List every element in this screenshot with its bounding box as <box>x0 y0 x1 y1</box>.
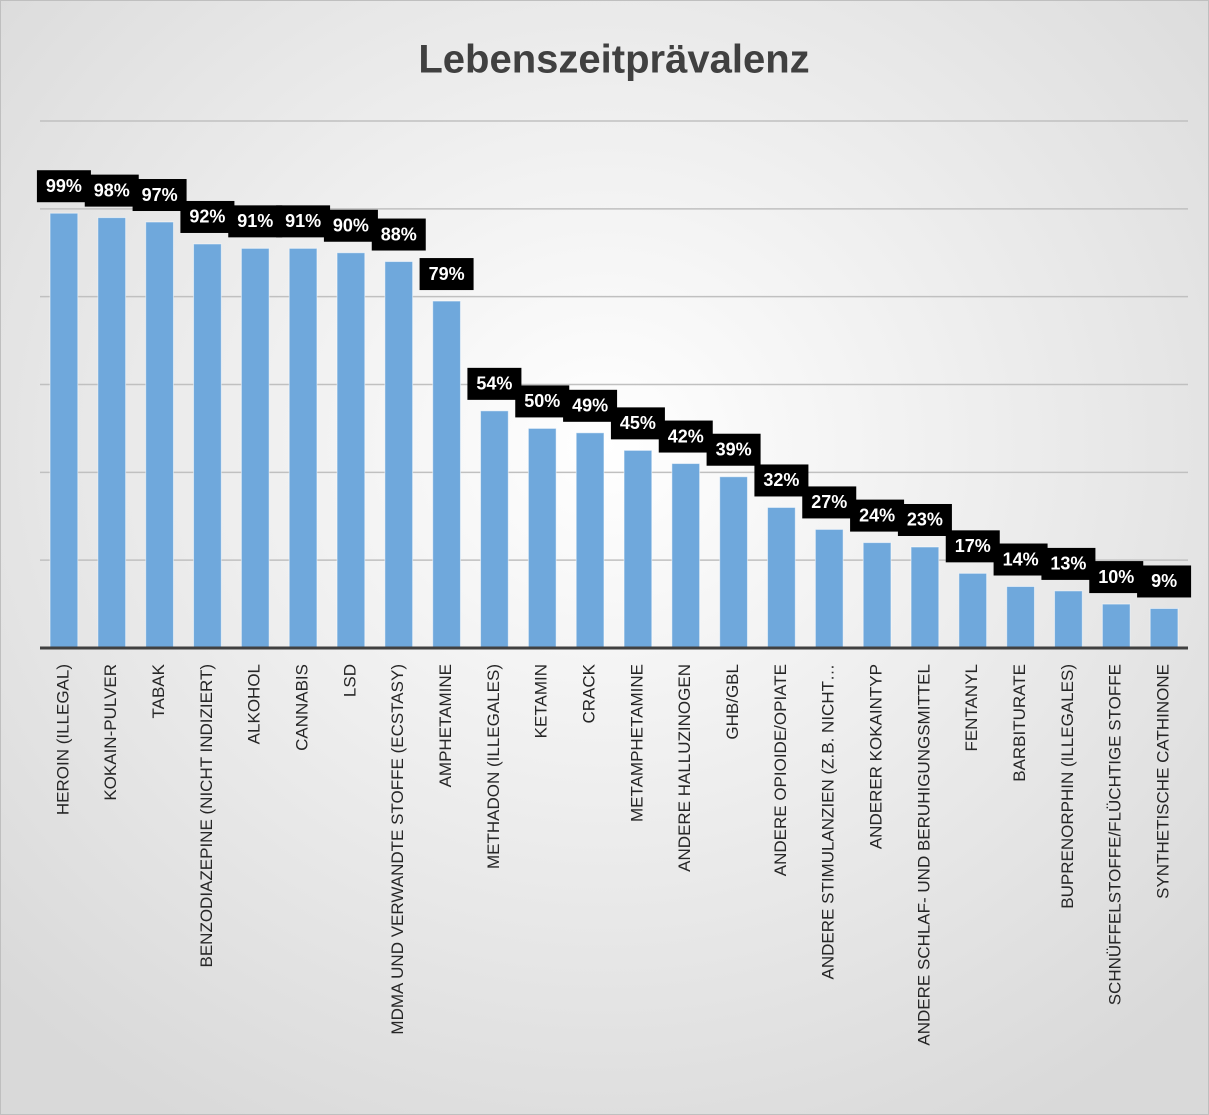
value-label: 24% <box>859 505 895 525</box>
bar <box>719 476 748 649</box>
value-label-box <box>323 209 378 242</box>
value-label: 10% <box>1098 567 1134 587</box>
value-label-box <box>228 205 283 238</box>
value-label-box <box>1089 561 1144 594</box>
value-label-box <box>467 367 522 400</box>
value-label: 97% <box>142 185 178 205</box>
value-label-box <box>180 200 235 233</box>
bar <box>814 528 844 649</box>
bar <box>193 243 222 649</box>
x-tick-label: MDMA UND VERWANDTE STOFFE (ECSTASY) <box>388 664 407 1035</box>
bar <box>97 217 127 649</box>
bar <box>1006 586 1035 649</box>
x-tick-label: METAMPHETAMINE <box>627 664 646 822</box>
value-label-box <box>36 170 91 203</box>
value-label: 90% <box>333 216 369 236</box>
bar <box>384 261 414 649</box>
x-tick-label: LSD <box>340 664 359 697</box>
x-tick-label: FENTANYL <box>962 664 981 752</box>
x-tick-label: ANDERER KOKAINTYP <box>867 664 886 849</box>
bar <box>527 427 557 649</box>
x-tick-label: GHB/GBL <box>723 664 742 740</box>
x-tick-label: ANDERE OPIOIDE/OPIATE <box>771 664 790 876</box>
value-label: 92% <box>189 207 225 227</box>
bar <box>767 506 796 649</box>
bar <box>862 542 892 649</box>
x-tick-label: CRACK <box>580 663 599 723</box>
x-tick-label: ANDERE SCHLAF- UND BERUHIGUNGSMITTEL <box>914 664 933 1046</box>
value-label-box <box>1041 547 1096 580</box>
value-label: 23% <box>907 510 943 530</box>
value-label: 42% <box>668 426 704 446</box>
value-label: 98% <box>94 180 130 200</box>
bar <box>49 212 79 649</box>
value-label-box <box>132 179 187 212</box>
value-label-box <box>802 486 857 519</box>
value-label-box <box>515 385 570 418</box>
value-label-box <box>850 499 905 532</box>
value-label: 27% <box>811 492 847 512</box>
value-label-box <box>993 543 1048 576</box>
value-label: 99% <box>46 176 82 196</box>
x-tick-label: SYNTHETISCHE CATHINONE <box>1154 664 1173 899</box>
value-label-box <box>371 218 426 251</box>
value-label-box <box>658 420 713 453</box>
bar <box>575 432 605 649</box>
value-label-box <box>419 258 474 291</box>
value-label-box <box>610 407 665 440</box>
value-label: 32% <box>763 470 799 490</box>
value-label: 91% <box>237 211 273 231</box>
bar <box>1149 607 1179 649</box>
bar <box>480 410 509 649</box>
x-tick-label: BENZODIAZEPINE (NICHT INDIZIERT) <box>197 664 216 968</box>
bar <box>1101 603 1131 649</box>
x-tick-label: METHADON (ILLEGALES) <box>484 664 503 869</box>
bar <box>910 546 940 649</box>
value-label: 79% <box>429 264 465 284</box>
value-label: 39% <box>716 439 752 459</box>
value-label: 13% <box>1050 554 1086 574</box>
value-label: 54% <box>476 374 512 394</box>
x-tick-label: BUPRENORPHIN (ILLEGALES) <box>1058 664 1077 909</box>
value-label: 91% <box>285 211 321 231</box>
value-label-box <box>706 433 761 466</box>
bar <box>336 252 366 649</box>
value-label-box <box>1137 565 1192 598</box>
x-tick-label: HEROIN (ILLEGAL) <box>53 664 72 815</box>
bar <box>240 247 270 649</box>
x-tick-label: CANNABIS <box>293 664 312 751</box>
x-tick-label: BARBITURATE <box>1010 664 1029 782</box>
bar <box>145 221 174 649</box>
value-label: 49% <box>572 396 608 416</box>
value-label: 50% <box>524 391 560 411</box>
bar <box>623 449 653 649</box>
value-label-box <box>84 174 139 207</box>
x-tick-label: ANDERE HALLUZINOGEN <box>675 664 694 872</box>
value-label: 9% <box>1151 571 1177 591</box>
bar <box>1054 590 1083 649</box>
x-tick-label: SCHNÜFFELSTOFFE/FLÜCHTIGE STOFFE <box>1106 664 1125 1005</box>
bar <box>671 463 701 649</box>
x-tick-label: ANDERE STIMULANZIEN (Z.B. NICHT… <box>819 664 838 979</box>
value-label-box <box>897 503 952 536</box>
value-label: 14% <box>1003 549 1039 569</box>
x-tick-label: AMPHETAMINE <box>436 664 455 787</box>
x-tick-label: ALKOHOL <box>245 664 264 744</box>
value-label-box <box>276 205 331 238</box>
value-label-box <box>754 464 809 497</box>
value-label: 45% <box>620 413 656 433</box>
bar <box>432 300 461 649</box>
value-label: 88% <box>381 224 417 244</box>
x-tick-label: TABAK <box>149 663 168 718</box>
x-tick-label: KETAMIN <box>532 664 551 738</box>
x-tick-label: KOKAIN-PULVER <box>101 664 120 801</box>
value-label: 17% <box>955 536 991 556</box>
value-label-box <box>945 530 1000 563</box>
bar <box>958 572 988 649</box>
value-label-box <box>563 389 618 422</box>
bar <box>288 247 318 649</box>
chart-title: Lebenszeitprävalenz <box>418 38 809 82</box>
